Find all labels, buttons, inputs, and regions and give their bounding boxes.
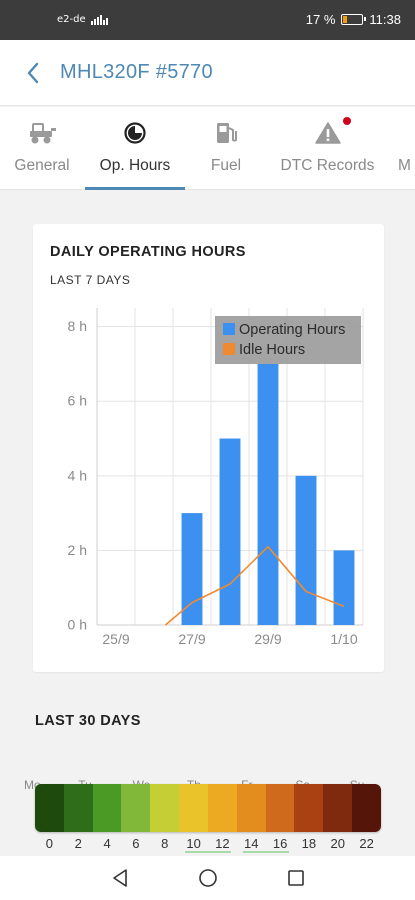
operating-hours-bar [181, 513, 203, 625]
legend-color-cell [150, 784, 180, 832]
operating-hours-bar [333, 550, 355, 625]
legend-color-cell [323, 784, 353, 832]
legend-color-cell [63, 784, 93, 832]
clock-icon [124, 122, 146, 144]
legend-value-label: 10 [186, 836, 201, 851]
app-header: MHL320F #5770 [0, 40, 415, 106]
daily-hours-card: 0 h 2 h 4 h 6 h 8 h 25/9 27/9 29/9 1/10 Operating… [33, 224, 384, 672]
machine-icon [30, 123, 56, 144]
legend-value-label: 0 [45, 836, 54, 851]
battery-percent: 17 % [305, 12, 336, 27]
signal-icon [90, 15, 108, 25]
y-tick-label: 8 h [68, 318, 87, 334]
operating-hours-bar [257, 363, 279, 625]
legend-color-cell [352, 784, 381, 832]
tab-general-label: General [14, 157, 70, 174]
legend-color-cell [207, 784, 237, 832]
nav-home-button[interactable] [196, 866, 220, 890]
x-tick-label: 27/9 [178, 631, 205, 647]
legend-color-cell [35, 784, 64, 832]
tab-fuel-label: Fuel [210, 157, 242, 174]
back-button[interactable] [20, 60, 46, 86]
carrier-label: e2-de [57, 14, 111, 25]
operating-hours-bar [295, 475, 317, 625]
legend-value-label: 22 [359, 836, 374, 851]
tab-dtc-records-label: DTC Records [280, 157, 375, 174]
legend-swatch [223, 323, 235, 335]
heat-legend-bar [35, 784, 381, 832]
tab-fuel[interactable]: Fuel [190, 107, 262, 190]
idle-hours-line [164, 545, 345, 626]
legend-underline [243, 851, 289, 853]
card-title: DAILY OPERATING HOURS [50, 244, 246, 260]
y-tick-label: 0 h [68, 617, 87, 633]
warning-icon [314, 122, 341, 144]
alert-dot [342, 117, 351, 125]
y-tick-label: 6 h [68, 393, 87, 409]
legend-color-cell [121, 784, 151, 832]
circle-home-icon [199, 869, 217, 887]
chart-legend [215, 316, 361, 364]
tab-op-hours-label: Op. Hours [99, 157, 171, 174]
legend-color-cell [294, 784, 324, 832]
tab-more[interactable]: M [398, 107, 415, 190]
legend-color-cell [265, 784, 295, 832]
x-tick-label: 1/10 [330, 631, 357, 647]
legend-swatch [223, 343, 235, 355]
legend-value-label: 8 [161, 836, 169, 851]
x-tick-label: 25/9 [102, 631, 129, 647]
legend-label: Idle Hours [239, 342, 305, 358]
legend-value-label: 16 [272, 836, 288, 851]
tab-op-hours[interactable]: Op. Hours [85, 107, 185, 190]
legend-value-label: 20 [330, 836, 345, 851]
legend-value-label: 6 [132, 836, 140, 851]
legend-color-cell [92, 784, 122, 832]
tab-bar: General Op. Hours Fuel [0, 107, 415, 190]
operating-hours-bar [219, 438, 241, 625]
legend-value-label: 14 [244, 836, 259, 851]
system-nav-bar [0, 856, 415, 900]
daily-hours-chart: 0 h 2 h 4 h 6 h 8 h 25/9 27/9 29/9 1/10 Operating… [68, 308, 364, 647]
active-tab-indicator [85, 187, 185, 190]
y-tick-label: 4 h [68, 467, 87, 483]
nav-recents-button[interactable] [284, 866, 308, 890]
legend-underline [185, 851, 231, 853]
legend-value-label: 4 [103, 836, 111, 851]
x-tick-label: 29/9 [254, 631, 281, 647]
battery-icon [341, 14, 367, 25]
card-subtitle: LAST 7 DAYS [50, 273, 131, 287]
legend-color-cell [179, 784, 208, 832]
clock-time: 11:38 [369, 12, 401, 27]
y-tick-label: 2 h [68, 542, 87, 558]
legend-value-label: 18 [301, 836, 317, 851]
last-30-days-title: LAST 30 DAYS [35, 713, 141, 729]
fuel-pump-icon [217, 123, 237, 143]
tab-dtc-records[interactable]: DTC Records [275, 107, 380, 190]
tab-more-label: M [398, 157, 411, 174]
legend-value-label: 2 [74, 836, 82, 851]
triangle-back-icon [113, 869, 127, 887]
heat-legend-labels: 0 2 4 6 8 10 12 14 16 18 20 22 [35, 836, 381, 854]
chevron-left-icon [27, 62, 39, 84]
legend-label: Operating Hours [239, 322, 345, 338]
square-recents-icon [288, 870, 304, 886]
legend-value-label: 12 [215, 836, 230, 851]
status-bar: e2-de 17 % 11:38 [0, 0, 415, 40]
tab-general[interactable]: General [2, 107, 82, 190]
legend-color-cell [236, 784, 266, 832]
nav-back-button[interactable] [108, 866, 132, 890]
page-title: MHL320F #5770 [60, 61, 213, 83]
